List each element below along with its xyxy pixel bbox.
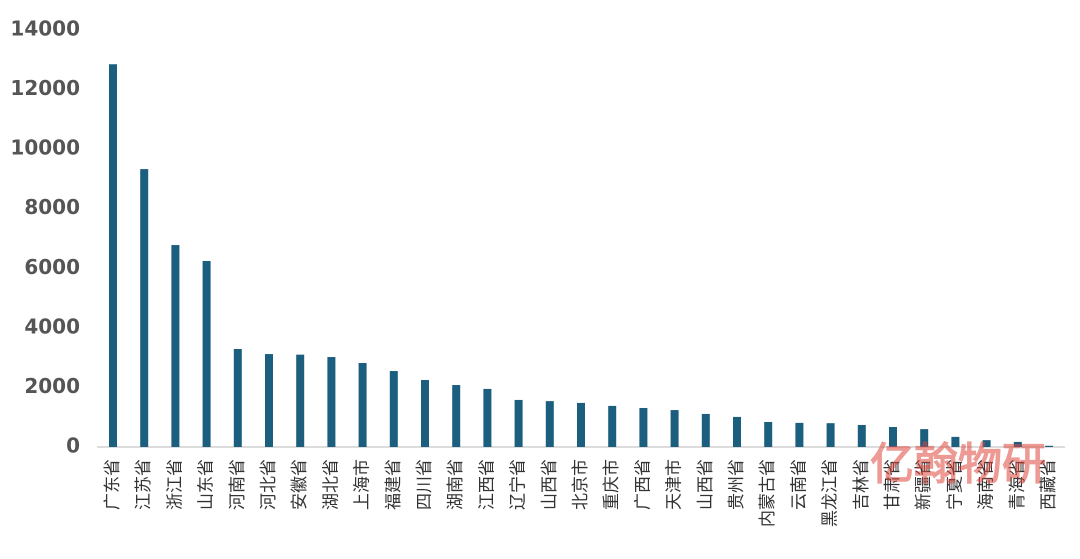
bar bbox=[733, 416, 741, 447]
bar bbox=[171, 245, 180, 447]
y-tick-label: 10000 bbox=[10, 136, 80, 160]
bar bbox=[389, 371, 398, 447]
y-tick-label: 14000 bbox=[10, 17, 80, 41]
bar bbox=[951, 436, 960, 447]
bar bbox=[889, 427, 897, 447]
bar bbox=[140, 169, 149, 447]
bar bbox=[826, 423, 835, 447]
bar bbox=[233, 349, 242, 447]
x-tick-label: 河南省 bbox=[228, 459, 248, 510]
x-tick-label: 新疆省 bbox=[914, 459, 934, 510]
x-tick-label: 内蒙古省 bbox=[758, 459, 778, 527]
x-tick-label: 安徽省 bbox=[290, 459, 310, 510]
x-tick-label: 海南省 bbox=[977, 459, 997, 510]
bar bbox=[764, 421, 773, 447]
bar bbox=[265, 354, 273, 447]
bar bbox=[358, 363, 367, 447]
x-tick-label: 四川省 bbox=[415, 459, 435, 510]
x-tick-label: 天津市 bbox=[665, 459, 685, 510]
bar bbox=[639, 407, 648, 447]
x-tick-label: 贵州省 bbox=[727, 459, 747, 510]
bar bbox=[795, 422, 804, 447]
bar bbox=[577, 402, 585, 447]
bar bbox=[296, 354, 305, 447]
bar bbox=[1045, 445, 1053, 447]
y-tick-label: 2000 bbox=[24, 374, 80, 398]
x-tick-label: 北京市 bbox=[571, 459, 591, 510]
x-tick-label: 青海省 bbox=[1008, 459, 1028, 510]
bar bbox=[327, 357, 336, 447]
x-tick-label: 山西省 bbox=[696, 459, 716, 510]
bar bbox=[670, 410, 679, 447]
y-tick-label: 6000 bbox=[24, 255, 80, 279]
bar bbox=[857, 424, 866, 447]
x-tick-label: 重庆市 bbox=[602, 459, 622, 510]
x-tick-label: 宁夏省 bbox=[945, 459, 965, 510]
x-tick-label: 湖南省 bbox=[446, 459, 466, 510]
bar bbox=[109, 64, 117, 447]
bar bbox=[202, 260, 211, 447]
bar bbox=[608, 405, 617, 447]
x-tick-label: 广西省 bbox=[633, 459, 653, 510]
bar bbox=[701, 413, 710, 447]
bar bbox=[1013, 441, 1022, 447]
x-tick-label: 山东省 bbox=[197, 459, 217, 510]
y-tick-label: 8000 bbox=[24, 195, 80, 219]
x-tick-label: 云南省 bbox=[789, 459, 809, 510]
x-tick-label: 河北省 bbox=[259, 459, 279, 510]
x-tick-label: 广东省 bbox=[103, 459, 123, 510]
bar bbox=[452, 385, 461, 447]
bar bbox=[483, 388, 492, 447]
x-tick-label: 福建省 bbox=[384, 459, 404, 510]
bar bbox=[514, 399, 523, 447]
x-tick-label: 黑龙江省 bbox=[821, 459, 841, 527]
x-tick-label: 上海市 bbox=[353, 459, 373, 510]
x-tick-label: 浙江省 bbox=[165, 459, 185, 510]
watermark: 亿翰物研 bbox=[870, 439, 1046, 490]
x-tick-label: 山西省 bbox=[540, 459, 560, 510]
bar bbox=[545, 401, 554, 447]
bar bbox=[421, 379, 429, 447]
y-tick-label: 4000 bbox=[24, 314, 80, 338]
y-tick-label: 0 bbox=[66, 434, 80, 458]
x-tick-label: 甘肃省 bbox=[883, 459, 903, 510]
bar bbox=[982, 440, 991, 447]
x-tick-label: 江苏省 bbox=[134, 459, 154, 510]
x-tick-label: 吉林省 bbox=[852, 459, 872, 510]
y-tick-label: 12000 bbox=[10, 76, 80, 100]
x-tick-label: 西藏省 bbox=[1039, 459, 1059, 510]
x-tick-label: 湖北省 bbox=[321, 459, 341, 510]
x-tick-label: 江西省 bbox=[477, 459, 497, 510]
x-tick-label: 辽宁省 bbox=[509, 459, 529, 510]
bar bbox=[920, 429, 929, 447]
